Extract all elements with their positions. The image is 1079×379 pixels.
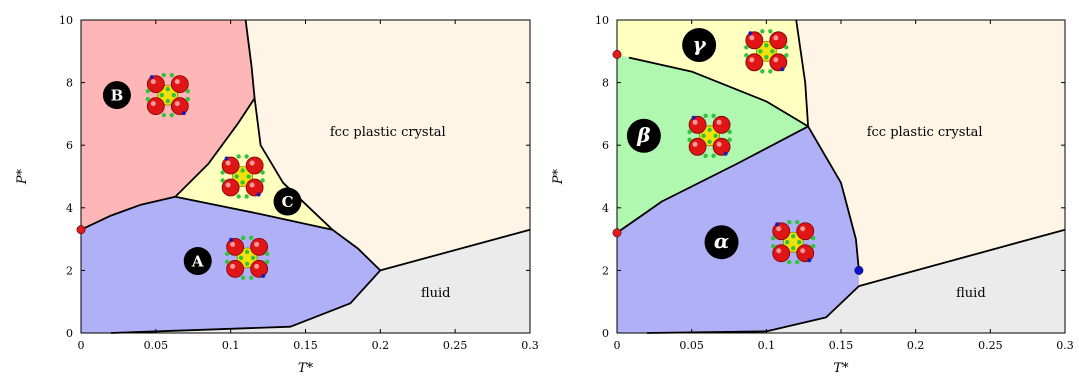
crystal-structure-a-icon [224, 235, 270, 281]
y-tick-label: 0 [602, 327, 609, 340]
badge-a: α [704, 225, 739, 260]
y-tick-label: 10 [595, 14, 609, 27]
badge-label: B [111, 87, 124, 105]
x-tick-label: 0.2 [372, 339, 390, 352]
boundary-A_fluid [110, 269, 381, 334]
y-tick-label: 2 [602, 264, 609, 277]
phase-point-marker [76, 225, 86, 235]
y-tick-label: 2 [66, 264, 73, 277]
badge-label: C [282, 193, 294, 211]
crystal-structure-a-icon [771, 220, 816, 265]
crystal-structure-c-icon [220, 154, 265, 199]
boundary-fcc_fluid [380, 228, 531, 272]
y-axis-label: P* [551, 168, 566, 185]
label-fcc-plastic-crystal: fcc plastic crystal [330, 125, 446, 140]
region-fluid [646, 229, 1065, 333]
badge-label: α [714, 229, 729, 253]
x-tick-label: 0.05 [679, 339, 704, 352]
label-fluid: fluid [956, 286, 986, 301]
x-tick-label: 0 [78, 339, 85, 352]
badge-label: A [191, 253, 204, 271]
x-tick-label: 0.1 [758, 339, 776, 352]
x-tick-label: 0.2 [907, 339, 925, 352]
crystal-structure-b-icon [687, 113, 732, 159]
y-tick-label: 6 [66, 139, 73, 152]
y-tick-label: 0 [66, 327, 73, 340]
badge-label: β [636, 123, 650, 147]
phase-diagram-panel-1: 0 0.05 0.1 0.15 0.2 0.25 0.3 0 2 4 6 8 10 T* P* fcc pla… [15, 14, 539, 376]
x-tick-label: 0.3 [1056, 339, 1074, 352]
phase-diagram-panel-2: 0 0.05 0.1 0.15 0.2 0.25 0.3 0 2 4 6 8 10 T* P* fcc pla… [551, 14, 1074, 376]
boundary-fcc_fluid [858, 228, 1066, 287]
badge-c: C [273, 187, 302, 216]
boundary-B_fcc [244, 19, 256, 99]
phase-point-marker [612, 228, 622, 238]
region-fcc-plastic-crystal [245, 20, 530, 271]
x-tick-label: 0.25 [443, 339, 468, 352]
badge-a: A [183, 247, 212, 276]
badge-label: γ [693, 32, 707, 56]
x-tick-label: 0.15 [293, 339, 318, 352]
y-tick-label: 8 [602, 77, 609, 90]
badge-b: β [626, 118, 661, 153]
badge-b: B [102, 81, 131, 110]
crystal-structure-b-icon [145, 72, 191, 118]
boundary-alpha_fluid [646, 285, 860, 334]
phase-point-marker [612, 49, 622, 59]
y-tick-label: 8 [66, 77, 73, 90]
label-fcc-plastic-crystal: fcc plastic crystal [867, 125, 983, 140]
x-axis-label: T* [298, 361, 314, 376]
region-b [81, 20, 255, 230]
x-tick-label: 0.15 [829, 339, 854, 352]
boundary-gamma_fcc [795, 19, 809, 127]
x-axis-label: T* [833, 361, 849, 376]
y-tick-label: 4 [66, 202, 73, 215]
x-tick-label: 0.3 [521, 339, 539, 352]
x-tick-label: 0.1 [222, 339, 240, 352]
boundary-A_C [175, 195, 333, 231]
badge-c: γ [682, 28, 717, 63]
y-tick-label: 4 [602, 202, 609, 215]
label-fluid: fluid [421, 286, 451, 301]
region-fcc-plastic-crystal [796, 20, 1065, 287]
boundary-B_C [174, 97, 256, 198]
phase-point-marker [854, 265, 864, 275]
x-tick-label: 0.05 [144, 339, 169, 352]
boundary-A_fcc [331, 228, 381, 272]
crystal-structure-c-icon [744, 29, 789, 74]
region-a [617, 126, 859, 334]
y-tick-label: 10 [59, 14, 73, 27]
y-axis-label: P* [15, 168, 30, 185]
boundary-beta_gamma [628, 56, 809, 128]
boundary-A_B [80, 195, 176, 231]
x-tick-label: 0 [614, 339, 621, 352]
boundary-alpha_fcc [807, 125, 860, 271]
boundary-C_fcc [253, 98, 334, 231]
x-tick-label: 0.25 [978, 339, 1003, 352]
boundary-alpha_beta [616, 125, 809, 234]
region-fluid [110, 229, 531, 333]
y-tick-label: 6 [602, 139, 609, 152]
